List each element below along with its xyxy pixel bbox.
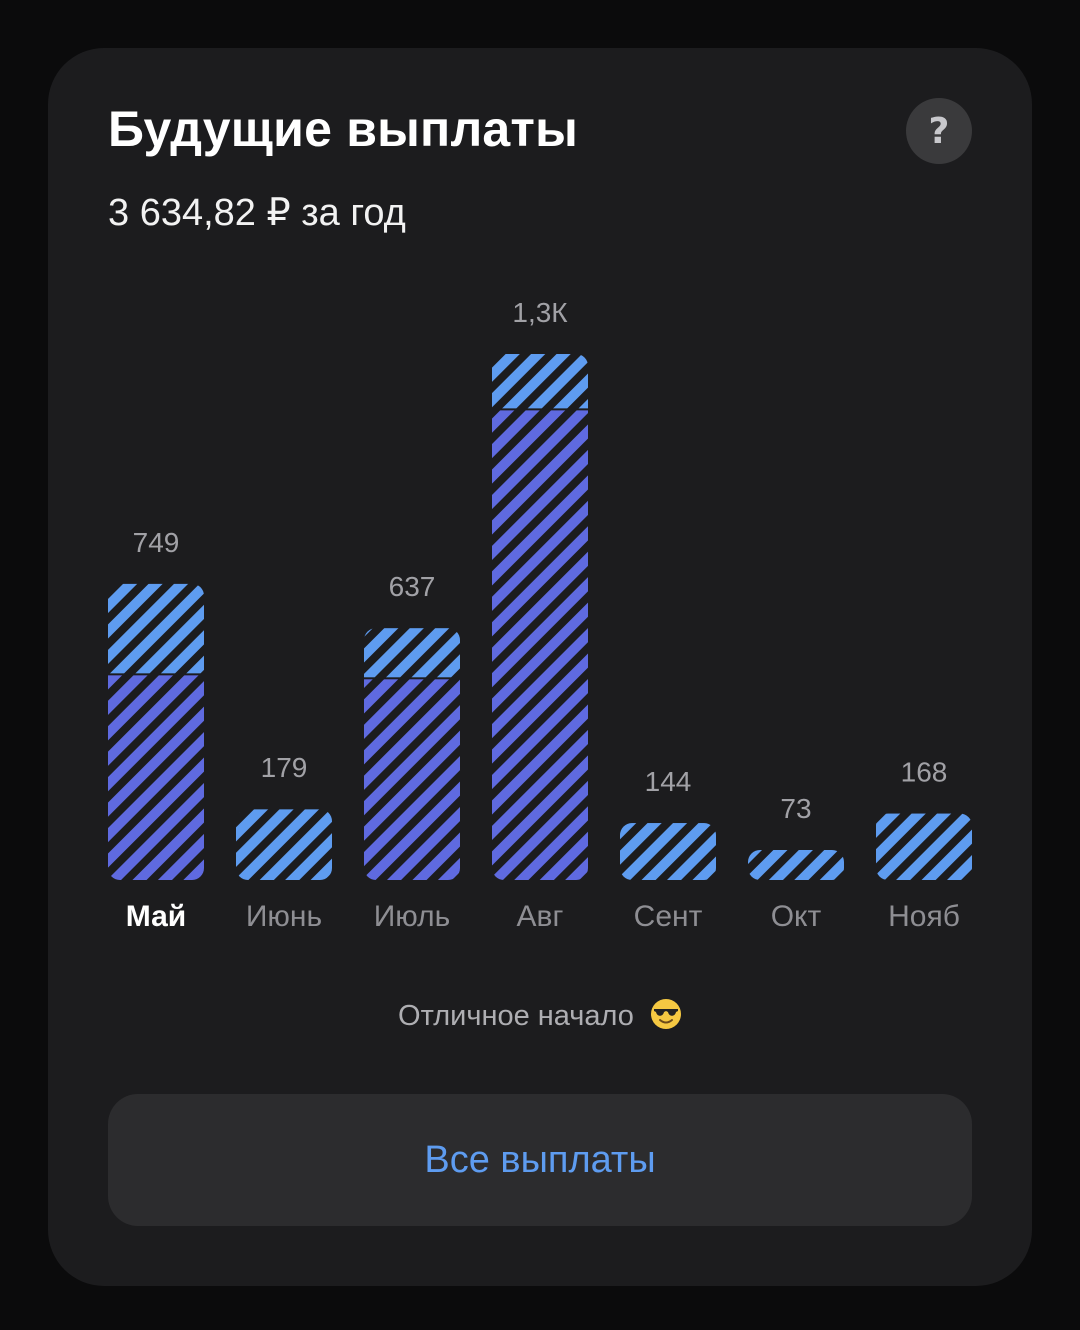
question-icon: ? [928, 110, 950, 152]
bar-segment-upper [364, 628, 460, 679]
motivation-note: Отличное начало [48, 998, 1032, 1033]
note-text: Отличное начало [398, 1000, 634, 1032]
bar-0[interactable] [108, 583, 204, 880]
bar-4[interactable] [620, 823, 716, 880]
bar-value-label: 73 [780, 793, 811, 824]
month-label[interactable]: Сент [633, 900, 703, 933]
bar-segment-divider [364, 677, 460, 680]
bar-segment-upper [108, 583, 204, 675]
bar-value-label: 179 [261, 752, 308, 783]
month-label[interactable]: Июнь [245, 900, 323, 933]
bar-value-label: 749 [133, 527, 180, 558]
bar-3[interactable] [492, 354, 588, 880]
sunglasses-emoji-icon [650, 999, 681, 1029]
bar-segment-upper [620, 823, 716, 880]
bar-segment-lower [492, 409, 588, 880]
month-label[interactable]: Окт [770, 900, 822, 933]
bar-segment-upper [876, 813, 972, 880]
bar-value-label: 637 [389, 571, 436, 602]
month-label[interactable]: Май [125, 900, 187, 933]
bar-2[interactable] [364, 628, 460, 880]
bar-value-label: 144 [645, 766, 692, 797]
month-axis: Май Июнь Июль Авг Сент Окт Нояб [48, 900, 1032, 950]
month-label[interactable]: Июль [373, 900, 451, 933]
future-payments-card: Будущие выплаты 3 634,82 ₽ за год ? 749 1… [48, 48, 1032, 1286]
bar-5[interactable] [748, 850, 844, 880]
bar-value-label: 168 [901, 757, 948, 788]
bar-segment-lower [364, 678, 460, 880]
payments-bar-chart: 749 179 637 1,3К 144 73 168 [108, 297, 972, 880]
all-payments-button[interactable]: Все выплаты [108, 1094, 972, 1226]
bar-1[interactable] [236, 809, 332, 880]
bar-segment-upper [748, 850, 844, 880]
bar-segment-divider [492, 408, 588, 411]
bar-segment-lower [108, 674, 204, 880]
month-label[interactable]: Нояб [888, 900, 960, 933]
bar-segment-divider [108, 673, 204, 676]
help-button[interactable]: ? [906, 98, 972, 164]
card-title: Будущие выплаты [108, 101, 579, 157]
bar-segment-upper [236, 809, 332, 880]
bar-value-label: 1,3К [512, 297, 568, 328]
bar-segment-upper [492, 354, 588, 410]
month-label[interactable]: Авг [516, 900, 564, 933]
yearly-total: 3 634,82 ₽ за год [108, 192, 406, 234]
bar-6[interactable] [876, 813, 972, 880]
